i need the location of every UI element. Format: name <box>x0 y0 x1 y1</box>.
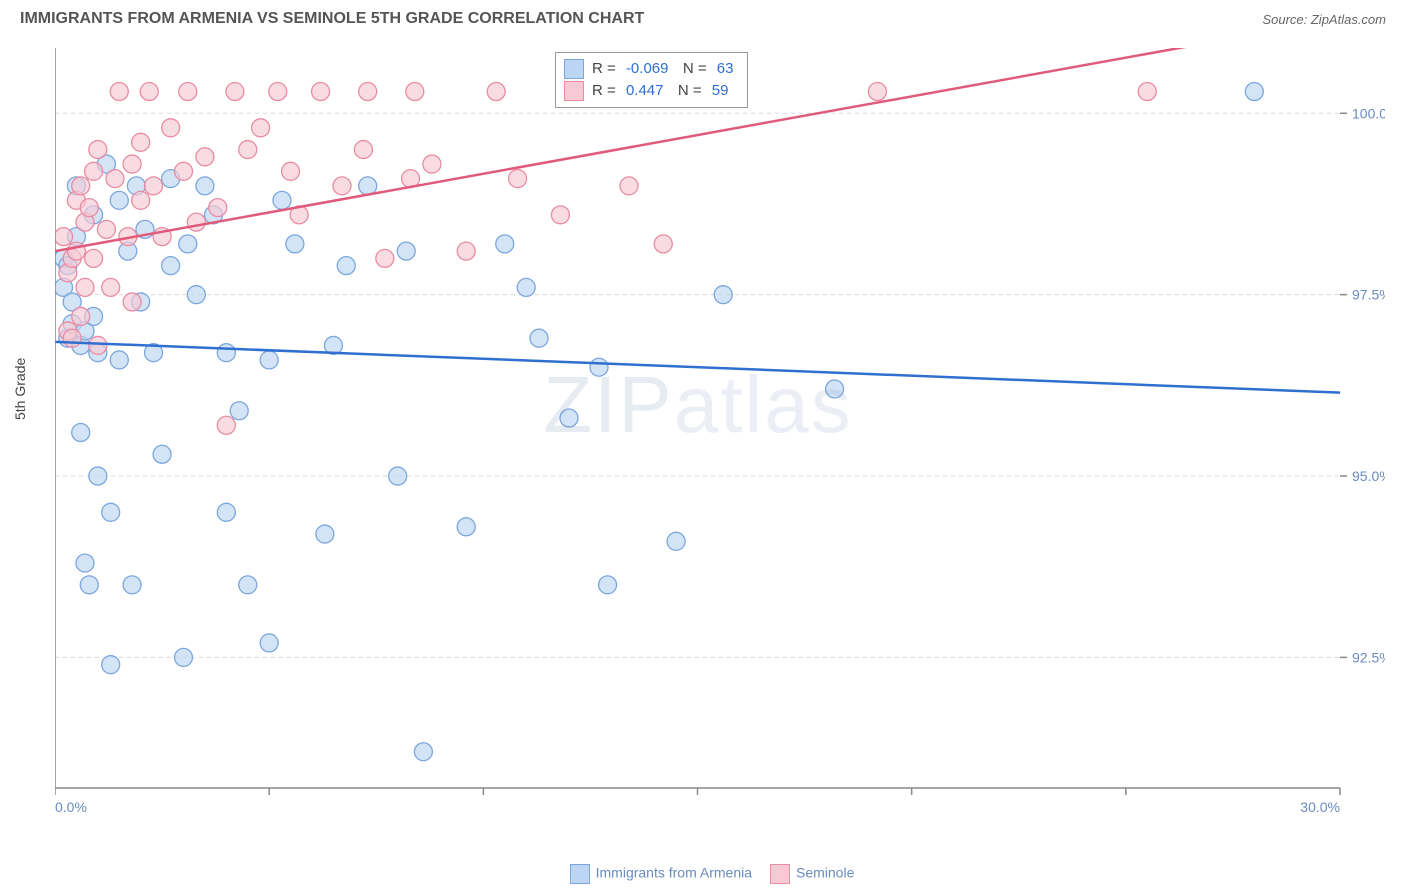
chart-title: IMMIGRANTS FROM ARMENIA VS SEMINOLE 5TH … <box>20 10 644 27</box>
legend-swatch <box>570 864 590 884</box>
legend-swatch <box>770 864 790 884</box>
legend-bottom: Immigrants from Armenia Seminole <box>0 864 1406 884</box>
legend-label: Seminole <box>796 865 854 881</box>
source-attribution: Source: ZipAtlas.com <box>1262 12 1386 27</box>
svg-text:0.0%: 0.0% <box>55 799 87 815</box>
source-link[interactable]: ZipAtlas.com <box>1311 12 1386 27</box>
correlation-legend-box: R = -0.069 N = 63R = 0.447 N = 59 <box>555 52 748 108</box>
legend-row: R = -0.069 N = 63 <box>564 59 739 79</box>
svg-text:95.0%: 95.0% <box>1352 468 1385 484</box>
svg-text:97.5%: 97.5% <box>1352 287 1385 303</box>
scatter-chart: 0.0% 30.0% 92.5% 95.0% 97.5% 100.0% R = -0.06… <box>55 48 1385 818</box>
legend-row: R = 0.447 N = 59 <box>564 81 739 101</box>
chart-svg: 0.0% 30.0% 92.5% 95.0% 97.5% 100.0% <box>55 48 1385 818</box>
r-value: -0.069 <box>626 60 669 77</box>
source-prefix: Source: <box>1262 12 1310 27</box>
svg-text:30.0%: 30.0% <box>1300 799 1340 815</box>
r-value: 0.447 <box>626 82 664 99</box>
svg-text:92.5%: 92.5% <box>1352 649 1385 665</box>
n-value: 59 <box>712 82 729 99</box>
legend-label: Immigrants from Armenia <box>596 865 752 881</box>
n-value: 63 <box>717 60 734 77</box>
legend-swatch <box>564 59 584 79</box>
legend-swatch <box>564 81 584 101</box>
svg-text:100.0%: 100.0% <box>1352 105 1385 121</box>
y-axis-label: 5th Grade <box>12 358 28 420</box>
